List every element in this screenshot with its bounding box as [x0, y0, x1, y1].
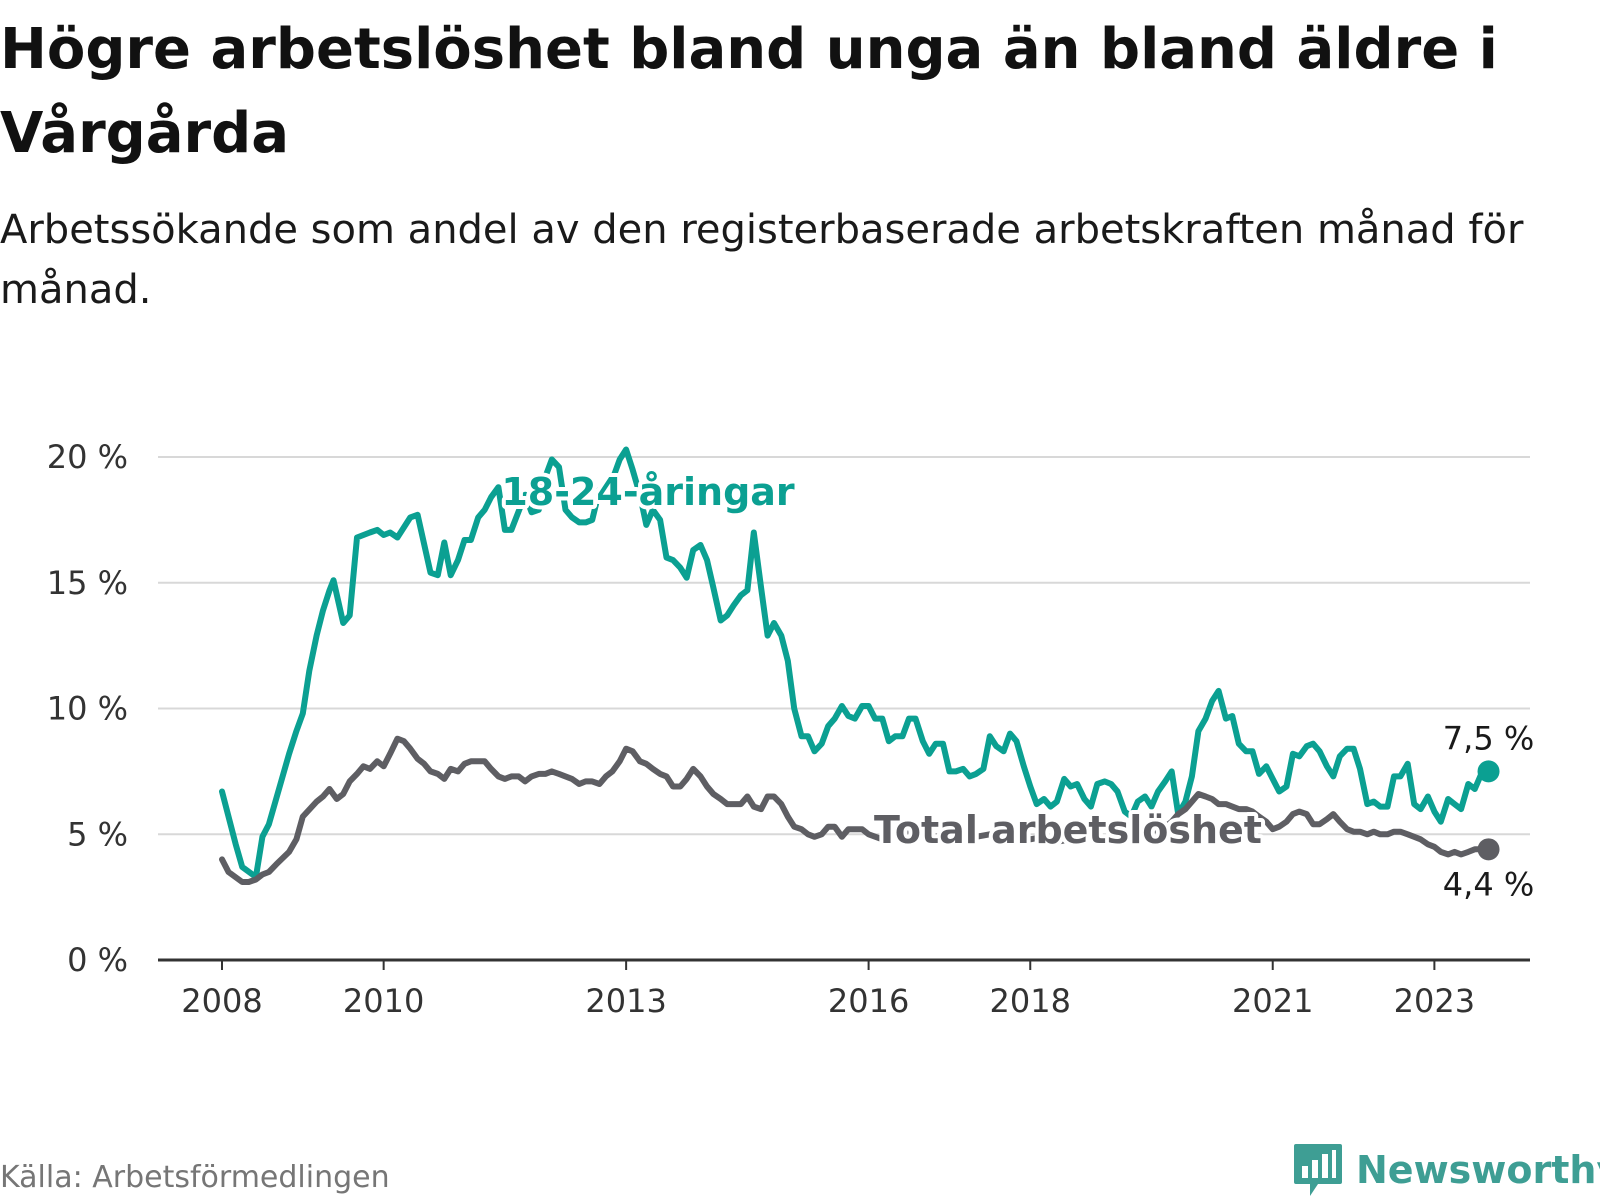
chart-subtitle: Arbetssökande som andel av den registerb… [0, 207, 1524, 313]
y-tick-label: 5 % [67, 815, 128, 853]
x-tick-label: 2008 [181, 982, 262, 1020]
series-line [219, 735, 1492, 885]
x-tick-label: 2010 [343, 982, 424, 1020]
gridlines [158, 456, 1530, 836]
series-labels: 7,5 % 18-24-åringar 4,4 % Total arbetslöshe… [497, 466, 1537, 906]
source-note: Källa: Arbetsförmedlingen [0, 1160, 390, 1195]
x-axis: 2008 2010 2013 2016 2018 2021 2023 [181, 960, 1475, 1020]
series-name-label: 18-24-åringar [501, 470, 795, 514]
y-tick-label: 20 % [47, 438, 128, 476]
end-value-label: 7,5 % [1443, 719, 1534, 757]
x-tick-label: 2023 [1394, 982, 1475, 1020]
line-chart: 0 % 5 % 10 % 15 % 20 % 7,5 % 18-24-åringar 4,4… [46, 438, 1537, 1020]
series-name-label: Total arbetslöshet [874, 808, 1262, 852]
series-lines [219, 446, 1500, 885]
x-tick-label: 2021 [1232, 982, 1313, 1020]
x-tick-label: 2013 [585, 982, 666, 1020]
brand-name: Newsworthy [1356, 1148, 1600, 1192]
series-endpoint [1477, 760, 1500, 783]
x-tick-label: 2016 [828, 982, 909, 1020]
brand-logo: Newsworthy [1292, 1142, 1600, 1198]
x-tick-label: 2018 [990, 982, 1071, 1020]
newsworthy-logo-icon [1294, 1144, 1342, 1196]
end-value-label: 4,4 % [1443, 865, 1534, 903]
y-tick-label: 15 % [47, 564, 128, 602]
y-tick-label: 10 % [47, 690, 128, 728]
series-line [219, 446, 1492, 880]
chart-title: Högre arbetslöshet bland unga än bland ä… [0, 17, 1498, 166]
y-tick-label: 0 % [67, 941, 128, 979]
series-endpoint [1477, 838, 1500, 861]
y-axis: 0 % 5 % 10 % 15 % 20 % [47, 438, 128, 979]
